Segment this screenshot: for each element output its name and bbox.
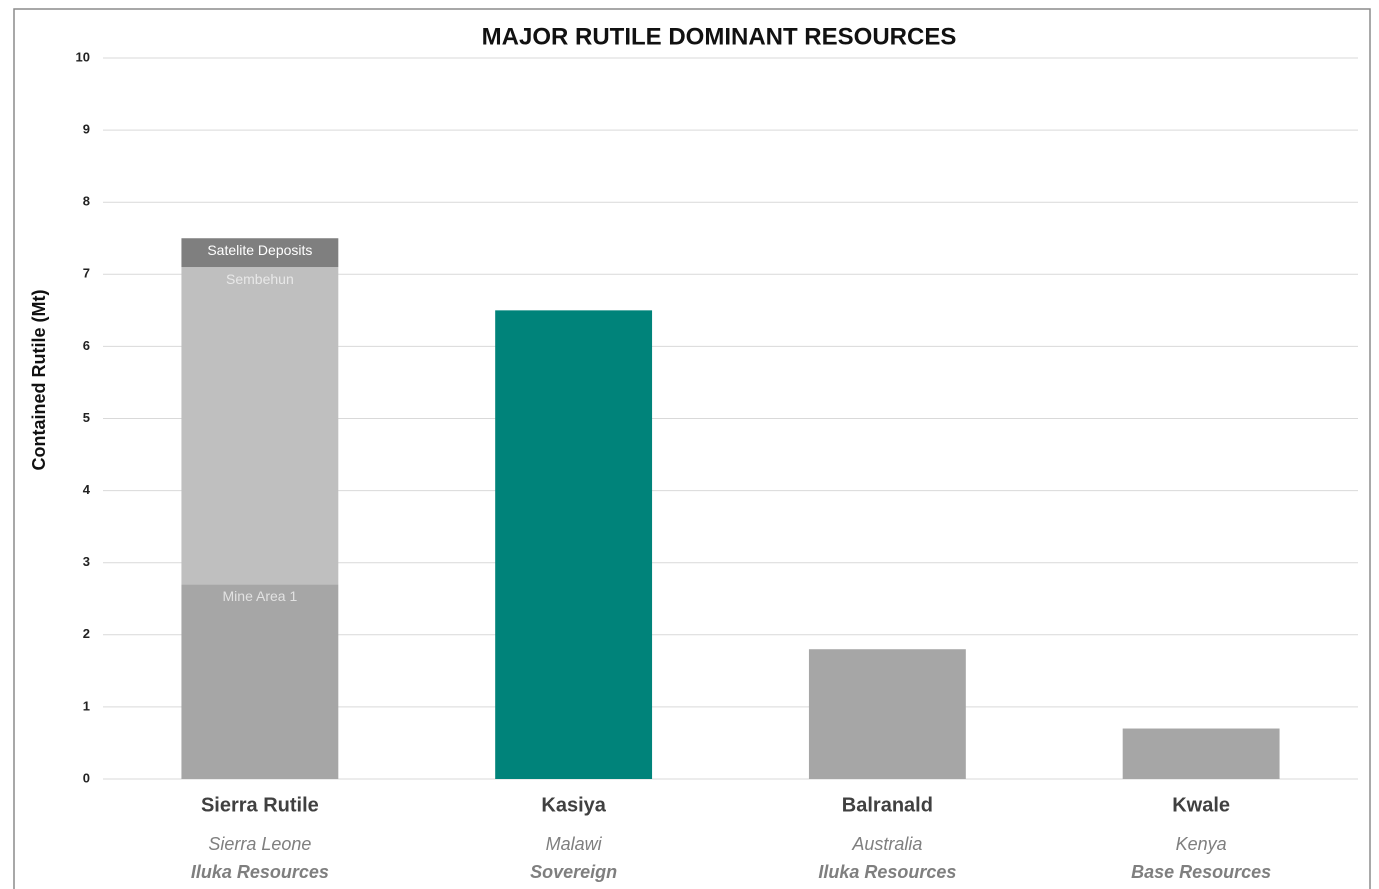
segment-label: Satelite Deposits <box>207 242 312 258</box>
y-tick-label: 7 <box>83 266 90 281</box>
x-tick-label: Kasiya <box>541 794 606 816</box>
bar-segment <box>181 267 339 585</box>
segment-label: Sembehun <box>226 271 294 287</box>
company-label: Iluka Resources <box>818 862 956 882</box>
country-label: Australia <box>851 834 922 854</box>
x-tick-label: Balranald <box>842 794 933 816</box>
company-label: Sovereign <box>530 862 617 882</box>
company-label: Base Resources <box>1131 862 1271 882</box>
y-tick-label: 5 <box>83 410 90 425</box>
country-label: Kenya <box>1176 834 1227 854</box>
bar-segment <box>181 238 339 268</box>
y-tick-label: 6 <box>83 338 90 353</box>
chart-frame <box>13 8 1371 889</box>
y-tick-label: 10 <box>76 49 90 64</box>
country-label: Sierra Leone <box>208 834 311 854</box>
y-tick-label: 2 <box>83 626 90 641</box>
y-tick-label: 0 <box>83 770 90 785</box>
y-tick-label: 3 <box>83 554 90 569</box>
bar-segment <box>495 310 653 779</box>
bar-segment <box>808 649 966 779</box>
y-axis-label: Contained Rutile (Mt) <box>29 290 49 471</box>
x-tick-label: Sierra Rutile <box>201 794 319 816</box>
company-label: Iluka Resources <box>191 862 329 882</box>
y-tick-label: 4 <box>83 482 91 497</box>
bar-segment <box>1122 728 1280 779</box>
bar-segment <box>181 584 339 779</box>
y-tick-label: 9 <box>83 122 90 137</box>
y-tick-label: 1 <box>83 698 90 713</box>
segment-label: Mine Area 1 <box>223 588 298 604</box>
y-tick-label: 8 <box>83 194 90 209</box>
x-tick-label: Kwale <box>1172 794 1230 816</box>
country-label: Malawi <box>546 834 603 854</box>
chart-title: MAJOR RUTILE DOMINANT RESOURCES <box>482 23 957 50</box>
